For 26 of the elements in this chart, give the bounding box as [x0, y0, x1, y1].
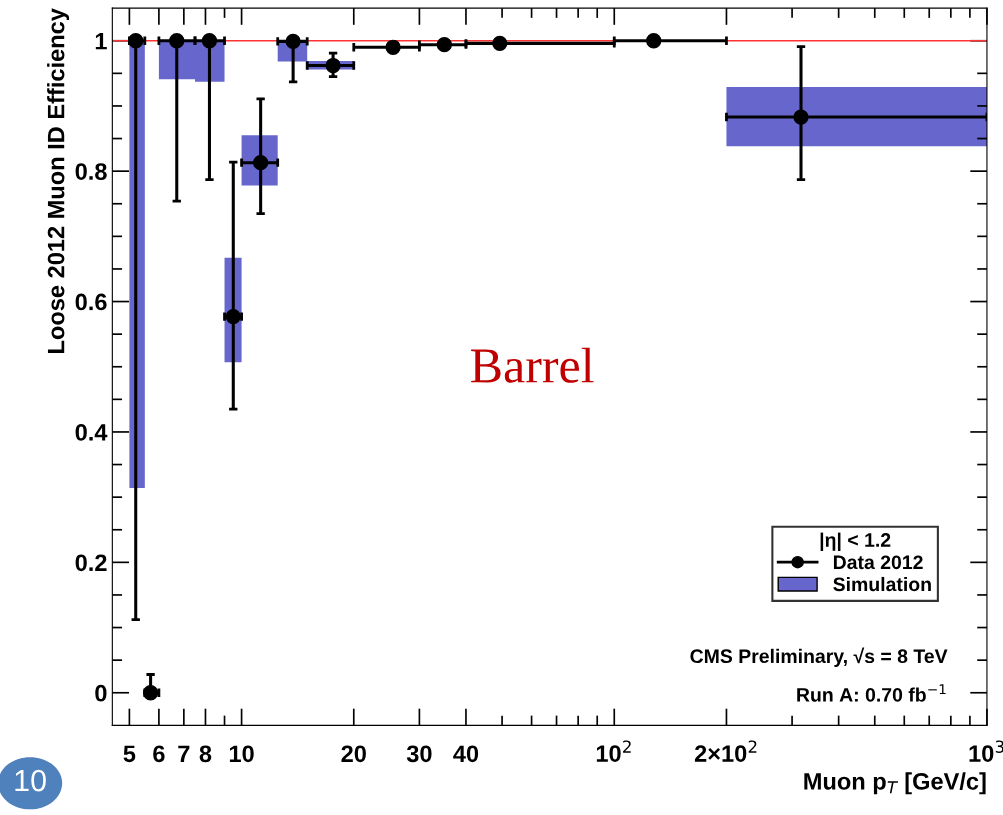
x-tick-label: 7 [178, 745, 190, 762]
y-tick-label: 0.8 [75, 163, 107, 180]
y-axis-title: Loose 2012 Muon ID Efficiency [47, 8, 70, 353]
y-tick-label: 0.4 [75, 424, 108, 441]
x-axis-title: Muon p$_{T}$ [GeV/c] [804, 772, 986, 795]
x-tick-label: 6 [153, 745, 165, 763]
legend-title: |η| < 1.2 [820, 532, 891, 552]
x-tick-label: 5 [123, 745, 136, 763]
legend-label: Data 2012 [833, 555, 923, 570]
annotation: Run A: 0.70 fb$^{−1}$ [797, 684, 946, 702]
legend-label: Simulation [833, 576, 931, 592]
y-tick-label: 0 [95, 684, 107, 702]
x-tick-label: 8 [199, 745, 212, 763]
annotation: Barrel [471, 347, 594, 383]
x-tick-label: 10$^{3}$ [969, 740, 1003, 762]
x-tick-label: 10$^{2}$ [596, 740, 631, 762]
x-tick-label: 40 [453, 745, 479, 763]
x-tick-label: 10 [229, 745, 254, 763]
x-tick-label: 2×10$^{2}$ [694, 740, 757, 762]
annotation: CMS Preliminary, √s = 8 TeV [690, 647, 948, 667]
y-tick-label: 0.2 [75, 554, 107, 572]
x-tick-label: 20 [341, 745, 366, 763]
y-tick-label: 1 [95, 33, 107, 50]
y-tick-label: 0.6 [75, 293, 107, 311]
x-tick-label: 30 [406, 745, 432, 763]
text: 10 [15, 769, 46, 792]
